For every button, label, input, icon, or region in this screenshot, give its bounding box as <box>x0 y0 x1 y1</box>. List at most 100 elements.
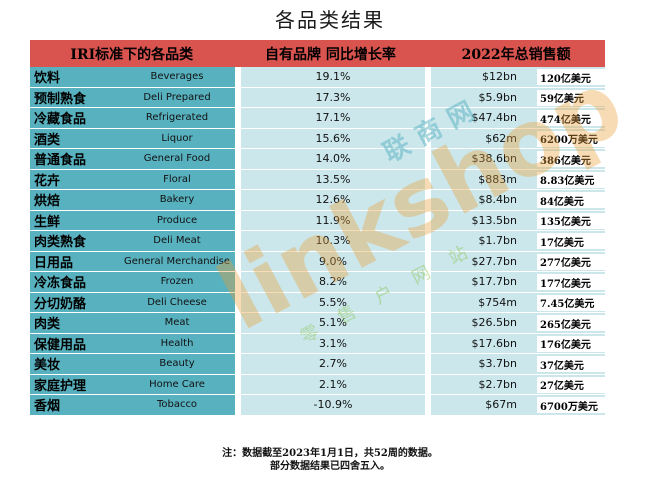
table-row: 肉类熟食 Deli Meat 10.3% $1.7bn 17亿美元 <box>30 231 615 252</box>
header-category: IRI标准下的各品类 <box>70 46 194 63</box>
sales-cn: 8.83亿美元 <box>537 171 615 188</box>
category-cell: 美妆 Beauty <box>30 354 235 375</box>
sales-cn: 59亿美元 <box>537 89 615 106</box>
sales-cell: $62m 6200万美元 <box>431 128 615 149</box>
growth-cell: 9.0% <box>241 251 425 272</box>
category-cell: 家庭护理 Home Care <box>30 374 235 395</box>
sales-cn: 27亿美元 <box>537 376 615 393</box>
category-cn: 酒类 <box>34 132 61 148</box>
sales-usd: $883m <box>478 172 517 186</box>
sales-usd: $754m <box>478 295 517 309</box>
sales-cell: $754m 7.45亿美元 <box>431 292 615 313</box>
category-en: Produce <box>156 214 198 226</box>
growth-cell: 3.1% <box>241 333 425 354</box>
category-cn: 冷藏食品 <box>34 112 87 128</box>
category-en: Home Care <box>149 378 205 390</box>
category-cell: 肉类 Meat <box>30 313 235 334</box>
category-cn: 肉类熟食 <box>34 235 87 251</box>
sales-cell: $27.7bn 277亿美元 <box>431 251 615 272</box>
sales-usd: $13.5bn <box>471 213 517 227</box>
table-row: 冷藏食品 Refrigerated 17.1% $47.4bn 474亿美元 <box>30 108 615 129</box>
table-header: IRI标准下的各品类 自有品牌 同比增长率 2022年总销售额 <box>30 40 605 67</box>
sales-cn: 120亿美元 <box>537 69 615 85</box>
sales-cell: $1.7bn 17亿美元 <box>431 231 615 252</box>
category-cn: 冷冻食品 <box>34 276 87 292</box>
sales-usd: $3.7bn <box>478 357 517 371</box>
sales-cn: 277亿美元 <box>537 253 615 270</box>
category-cell: 冷藏食品 Refrigerated <box>30 108 235 129</box>
category-en: Beauty <box>159 358 195 370</box>
sales-cell: $17.6bn 176亿美元 <box>431 333 615 354</box>
category-cn: 日用品 <box>34 255 74 271</box>
sales-usd: $27.7bn <box>471 254 517 268</box>
sales-cell: $2.7bn 27亿美元 <box>431 374 615 395</box>
growth-cell: 10.3% <box>241 231 425 252</box>
header-growth: 自有品牌 同比增长率 <box>238 40 423 67</box>
table-row: 烘焙 Bakery 12.6% $8.4bn 84亿美元 <box>30 190 615 211</box>
sales-cn: 37亿美元 <box>537 356 615 372</box>
category-en: Beverages <box>150 71 204 83</box>
footnote-line-2: 部分数据结果已四舍五入。 <box>270 461 390 472</box>
sales-usd: $17.6bn <box>471 336 517 350</box>
category-cn: 保健用品 <box>34 337 87 353</box>
category-en: Meat <box>164 317 190 329</box>
category-en: Floral <box>163 173 191 185</box>
category-cn: 花卉 <box>34 173 61 189</box>
category-cell: 花卉 Floral <box>30 169 235 190</box>
page-title: 各品类结果 <box>275 8 385 32</box>
sales-usd: $67m <box>485 398 517 412</box>
sales-usd: $2.7bn <box>478 377 517 391</box>
category-cn: 肉类 <box>34 317 61 333</box>
table-body: 饮料 Beverages 19.1% $12bn 120亿美元 预制熟食 Deli Prep… <box>30 67 615 416</box>
sales-cn: 177亿美元 <box>537 274 615 290</box>
category-cell: 日用品 General Merchandise <box>30 251 235 272</box>
category-en: Tobacco <box>156 399 198 411</box>
growth-cell: 5.1% <box>241 313 425 334</box>
footnote-line-1: 注：数据截至2023年1月1日，共52周的数据。 <box>222 448 438 459</box>
sales-cell: $12bn 120亿美元 <box>431 67 615 88</box>
sales-usd: $26.5bn <box>471 316 517 330</box>
category-cn: 家庭护理 <box>34 378 87 394</box>
sales-usd: $5.9bn <box>478 90 517 104</box>
sales-cn: 7.45亿美元 <box>537 294 615 311</box>
sales-usd: $62m <box>485 131 517 145</box>
category-cn: 普通食品 <box>34 153 87 169</box>
category-en: Health <box>160 337 194 349</box>
growth-cell: 11.9% <box>241 210 425 231</box>
category-cn: 美妆 <box>34 358 61 374</box>
growth-cell: 2.1% <box>241 374 425 395</box>
growth-cell: 19.1% <box>241 67 425 88</box>
category-en: General Food <box>143 153 211 165</box>
category-cn: 饮料 <box>34 71 61 87</box>
growth-cell: 12.6% <box>241 190 425 211</box>
sales-usd: $1.7bn <box>478 234 517 248</box>
table-row: 饮料 Beverages 19.1% $12bn 120亿美元 <box>30 67 615 88</box>
table-row: 肉类 Meat 5.1% $26.5bn 265亿美元 <box>30 313 615 334</box>
sales-cell: $67m 6700万美元 <box>431 395 615 416</box>
sales-cn: 6700万美元 <box>537 397 615 413</box>
category-cn: 香烟 <box>34 399 61 415</box>
growth-cell: 2.7% <box>241 354 425 375</box>
category-cell: 生鲜 Produce <box>30 210 235 231</box>
category-cell: 分切奶酪 Deli Cheese <box>30 292 235 313</box>
category-cell: 保健用品 Health <box>30 333 235 354</box>
table-row: 分切奶酪 Deli Cheese 5.5% $754m 7.45亿美元 <box>30 292 615 313</box>
category-table: IRI标准下的各品类 自有品牌 同比增长率 2022年总销售额 饮料 Bevera… <box>30 40 615 416</box>
table-row: 冷冻食品 Frozen 8.2% $17.7bn 177亿美元 <box>30 272 615 293</box>
category-en: Deli Prepared <box>143 91 211 103</box>
table-row: 花卉 Floral 13.5% $883m 8.83亿美元 <box>30 169 615 190</box>
sales-cn: 84亿美元 <box>537 192 615 208</box>
growth-cell: 17.3% <box>241 87 425 108</box>
category-cell: 肉类熟食 Deli Meat <box>30 231 235 252</box>
sales-cn: 474亿美元 <box>537 110 615 126</box>
sales-cell: $3.7bn 37亿美元 <box>431 354 615 375</box>
sales-cell: $8.4bn 84亿美元 <box>431 190 615 211</box>
category-en: Liquor <box>161 132 193 144</box>
sales-usd: $17.7bn <box>471 275 517 289</box>
category-cn: 分切奶酪 <box>34 296 87 312</box>
category-cell: 酒类 Liquor <box>30 128 235 149</box>
sales-cell: $13.5bn 135亿美元 <box>431 210 615 231</box>
category-en: Deli Meat <box>153 235 201 247</box>
category-cell: 冷冻食品 Frozen <box>30 272 235 293</box>
growth-cell: 5.5% <box>241 292 425 313</box>
